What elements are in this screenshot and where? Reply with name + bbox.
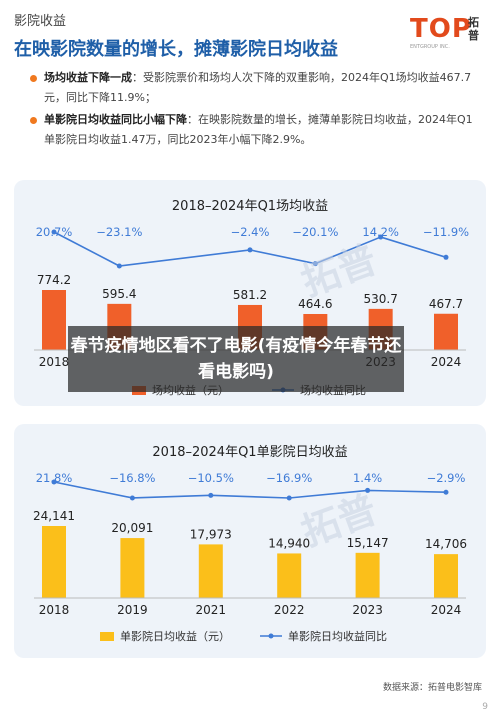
page-headline: 在映影院数量的增长，摊薄影院日均收益 <box>14 39 338 60</box>
yoy-label: −10.5% <box>188 471 234 485</box>
bar <box>277 553 302 598</box>
bar-value-label: 14,706 <box>425 537 467 551</box>
yoy-point <box>208 492 214 498</box>
bar-value-label: 20,091 <box>111 521 153 535</box>
overlay-banner: 春节疫情地区看不了电影(有疫情今年春节还看电影吗) <box>68 326 404 392</box>
yoy-point <box>312 261 318 267</box>
bar <box>434 554 458 598</box>
yoy-label: −23.1% <box>96 225 142 239</box>
legend-label: 单影院日均收益同比 <box>288 629 387 643</box>
chart-title: 2018–2024年Q1场均收益 <box>172 199 328 214</box>
yoy-line <box>53 231 447 267</box>
bullet-text: ：在映影院数量的增长，摊薄单影院日均收益，2024年Q1单影院日均收益1.47万… <box>44 113 473 146</box>
yoy-label: −16.9% <box>266 471 312 485</box>
yoy-point <box>116 263 122 269</box>
yoy-point <box>443 489 449 495</box>
bullet-item: 场均收益下降一成：受影院票价和场均人次下降的双重影响，2024年Q1场均收益46… <box>30 68 478 108</box>
chart-card-cinema-daily: 2018–2024年Q1单影院日均收益 21.8% −16.8% −10.5% −16.… <box>14 424 486 658</box>
logo-main-text: TOP <box>410 14 472 44</box>
x-tick-label: 2023 <box>352 603 383 617</box>
yoy-label: −2.9% <box>427 471 466 485</box>
yoy-label: 20.7% <box>36 225 73 239</box>
yoy-point <box>286 495 292 501</box>
bar-value-label: 774.2 <box>37 273 71 287</box>
x-tick-label: 2019 <box>117 603 148 617</box>
bar-value-label: 464.6 <box>298 297 332 311</box>
legend-swatch-bar <box>100 632 114 641</box>
yoy-point <box>378 234 384 240</box>
bar-value-label: 581.2 <box>233 288 267 302</box>
bar <box>434 313 458 350</box>
bar-value-label: 595.4 <box>102 287 136 301</box>
x-tick-label: 2018 <box>39 603 70 617</box>
yoy-point <box>51 479 57 485</box>
page-number: 9 <box>482 702 488 712</box>
bar <box>198 544 223 598</box>
x-tick-label: 2018 <box>39 355 70 369</box>
legend-swatch-point <box>268 633 274 639</box>
bullet-text: ：受影院票价和场均人次下降的双重影响，2024年Q1场均收益467.7元，同比下… <box>44 71 472 104</box>
bullet-title: 单影院日均收益同比小幅下降 <box>44 113 187 126</box>
bar <box>120 538 145 598</box>
data-source: 数据来源：拓普电影智库 <box>382 683 482 693</box>
yoy-label: 21.8% <box>36 471 73 485</box>
brand-logo: TOP 拓普 ENTGROUP INC. <box>410 14 482 54</box>
yoy-point <box>129 495 135 501</box>
x-tick-label: 2021 <box>196 603 227 617</box>
yoy-label: −20.1% <box>292 225 338 239</box>
bar-value-label: 17,973 <box>190 527 232 541</box>
x-tick-label: 2024 <box>431 603 462 617</box>
bar-value-label: 530.7 <box>363 292 397 306</box>
bullet-title: 场均收益下降一成 <box>44 71 132 84</box>
bullet-list: 场均收益下降一成：受影院票价和场均人次下降的双重影响，2024年Q1场均收益46… <box>30 68 478 152</box>
yoy-point <box>443 254 449 260</box>
yoy-point <box>365 487 371 493</box>
yoy-label: −16.8% <box>109 471 155 485</box>
section-label: 影院收益 <box>14 14 67 29</box>
bullet-item: 单影院日均收益同比小幅下降：在映影院数量的增长，摊薄单影院日均收益，2024年Q… <box>30 110 478 150</box>
x-tick-label: 2022 <box>274 603 305 617</box>
chart-cinema-daily: 2018–2024年Q1单影院日均收益 21.8% −16.8% −10.5% −16.… <box>33 445 467 643</box>
yoy-line <box>53 481 447 499</box>
yoy-label: −11.9% <box>423 225 469 239</box>
yoy-label: 1.4% <box>353 471 382 485</box>
bar-value-label: 14,940 <box>268 536 310 550</box>
bar-value-label: 467.7 <box>429 297 463 311</box>
yoy-point <box>247 247 253 253</box>
logo-sub-text: ENTGROUP INC. <box>410 44 450 50</box>
logo-side-text: 拓普 <box>468 16 479 42</box>
x-tick-label: 2024 <box>431 355 462 369</box>
yoy-label: 14.2% <box>362 225 399 239</box>
bar <box>355 552 380 598</box>
chart-title: 2018–2024年Q1单影院日均收益 <box>152 445 347 460</box>
bar-value-label: 24,141 <box>33 509 75 523</box>
bar <box>42 290 66 350</box>
yoy-point <box>51 229 57 235</box>
page-header: 影院收益 在映影院数量的增长，摊薄影院日均收益 <box>14 10 484 61</box>
legend-label: 单影院日均收益（元） <box>120 629 230 643</box>
bar <box>42 526 66 598</box>
bar-value-label: 15,147 <box>347 536 389 550</box>
yoy-label: −2.4% <box>231 225 270 239</box>
